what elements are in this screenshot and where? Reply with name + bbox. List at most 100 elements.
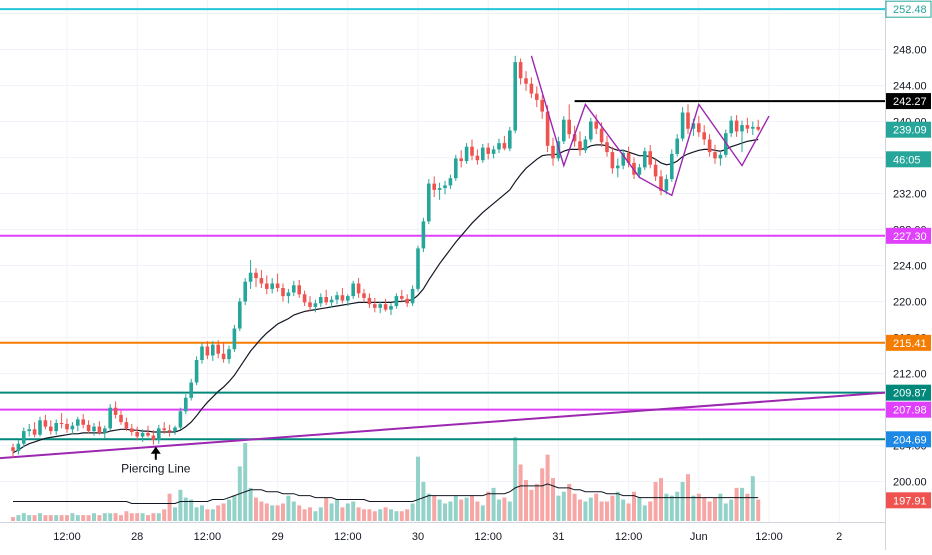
time-axis[interactable]: 12:00 28 12:00 29 12:00 30 12:00 31 12:00 Jun 12:0…: [0, 522, 885, 550]
candle-body: [524, 78, 528, 84]
volume-ma-line: [13, 483, 759, 504]
candle-body: [670, 153, 674, 180]
annotation-label: Piercing Line: [121, 462, 191, 476]
candle: [740, 120, 744, 153]
volume-bar: [605, 501, 609, 521]
level-227-label: 227.30: [886, 227, 931, 244]
level-252-label: 252.48: [885, 0, 932, 18]
candle-body: [108, 407, 112, 429]
candle: [194, 356, 199, 386]
time-tick-label: 30: [412, 531, 424, 543]
candle-body: [319, 297, 323, 304]
candle: [227, 345, 231, 364]
candle: [718, 151, 723, 166]
level-204-label-box: [886, 431, 931, 448]
candle: [340, 288, 345, 304]
candle-body: [205, 346, 210, 356]
volume-bar: [594, 493, 599, 521]
candle: [259, 270, 264, 288]
trend-lines[interactable]: [0, 100, 886, 460]
candle: [373, 297, 377, 313]
candle-body: [756, 126, 760, 130]
candle: [421, 217, 426, 252]
volume-bar: [464, 497, 469, 521]
volume-bar: [16, 515, 21, 521]
candle: [751, 121, 755, 135]
candle-body: [680, 112, 685, 139]
candle: [43, 414, 48, 430]
volume-bar: [119, 515, 123, 521]
volume-bar: [518, 464, 523, 521]
candle: [437, 182, 442, 200]
candle: [459, 150, 463, 168]
candle-body: [643, 151, 647, 168]
candle-body: [38, 420, 42, 435]
candle-body: [616, 165, 620, 169]
time-tick-label: 12:00: [474, 531, 502, 543]
candle: [346, 294, 350, 306]
candle: [157, 424, 161, 444]
volume-bar: [502, 497, 507, 521]
candle-body: [513, 62, 517, 131]
volume-bar: [135, 513, 140, 521]
volume-bar: [291, 501, 296, 521]
candle: [432, 176, 436, 198]
candle-body: [394, 296, 399, 306]
price-axis[interactable]: 200.00204.00208.00212.00216.00220.00224.…: [885, 0, 932, 550]
candle-body: [475, 155, 480, 161]
time-tick-label: 29: [271, 531, 283, 543]
candle-body: [367, 297, 372, 305]
candle-body: [11, 447, 15, 451]
level-209-label: 209.87: [886, 384, 931, 401]
candle-body: [76, 419, 80, 426]
resistance-label: 242.27: [886, 93, 931, 110]
volume-bar: [497, 499, 501, 521]
candle: [621, 149, 625, 170]
volume-bar: [507, 501, 512, 521]
level-204-label-text: 204.69: [893, 434, 927, 446]
candle-body: [324, 297, 328, 303]
volume-bar: [248, 487, 253, 521]
candle: [167, 424, 172, 437]
candle: [238, 297, 242, 332]
level-209-label-box: [886, 384, 931, 401]
candle-body: [648, 151, 652, 165]
candle-body: [464, 146, 469, 162]
volume-bar: [32, 515, 37, 521]
volume-bar: [21, 513, 26, 521]
candle-body: [751, 126, 755, 129]
candle: [351, 280, 355, 299]
volume-bar: [513, 437, 518, 521]
candle: [173, 425, 177, 435]
volume-bar: [162, 509, 167, 521]
last-price-label-box: [886, 121, 931, 138]
candle: [22, 427, 26, 448]
volume-bar: [194, 507, 199, 521]
candle: [427, 179, 431, 225]
volume-bar: [540, 468, 545, 521]
candle: [535, 86, 539, 108]
volume-bar: [632, 491, 636, 521]
volume-bar: [529, 489, 534, 521]
level-252-label-text: 252.48: [893, 4, 927, 16]
candle: [124, 417, 129, 432]
level-215-label-text: 215.41: [893, 338, 927, 350]
resistance-label-box: [886, 93, 931, 110]
horizontal-levels[interactable]: [0, 8, 885, 441]
volume-bar: [308, 507, 312, 521]
candles: [11, 55, 760, 459]
volume-bar: [75, 515, 80, 521]
candle-body: [497, 143, 501, 150]
candle-body: [49, 426, 53, 432]
candle-body: [664, 179, 669, 191]
annotations[interactable]: Piercing Line: [121, 446, 191, 476]
zigzag[interactable]: [530, 55, 770, 197]
volume-bar: [173, 507, 177, 521]
price-tick-label: 200.00: [893, 477, 927, 489]
ema-line: [12, 138, 759, 454]
volume-bar: [356, 507, 361, 521]
candle-body: [378, 304, 382, 308]
volume-bar: [86, 515, 91, 521]
